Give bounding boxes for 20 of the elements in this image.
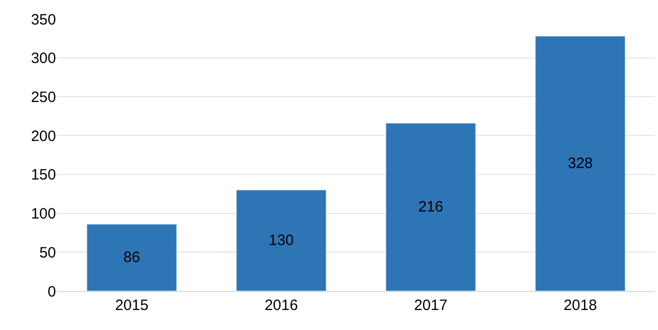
data-label: 328 <box>568 155 593 172</box>
y-tick-label: 100 <box>30 206 56 223</box>
y-tick-label: 50 <box>39 244 56 262</box>
data-label: 86 <box>123 249 140 266</box>
y-tick-label: 150 <box>30 166 56 184</box>
x-tick-label: 2017 <box>414 297 448 314</box>
y-tick-label: 250 <box>30 88 56 106</box>
data-label: 216 <box>418 198 444 216</box>
y-tick-label: 0 <box>48 283 56 300</box>
x-tick-label: 2016 <box>264 297 298 314</box>
data-label: 130 <box>268 232 294 249</box>
x-tick-label: 2018 <box>564 297 597 314</box>
bar <box>386 122 476 291</box>
bar <box>535 36 626 291</box>
y-tick-label: 350 <box>30 11 56 28</box>
y-tick-label: 300 <box>30 50 56 68</box>
y-tick-label: 200 <box>30 128 56 145</box>
bar <box>86 224 177 291</box>
x-tick-label: 2015 <box>115 297 148 314</box>
bar <box>236 190 326 291</box>
